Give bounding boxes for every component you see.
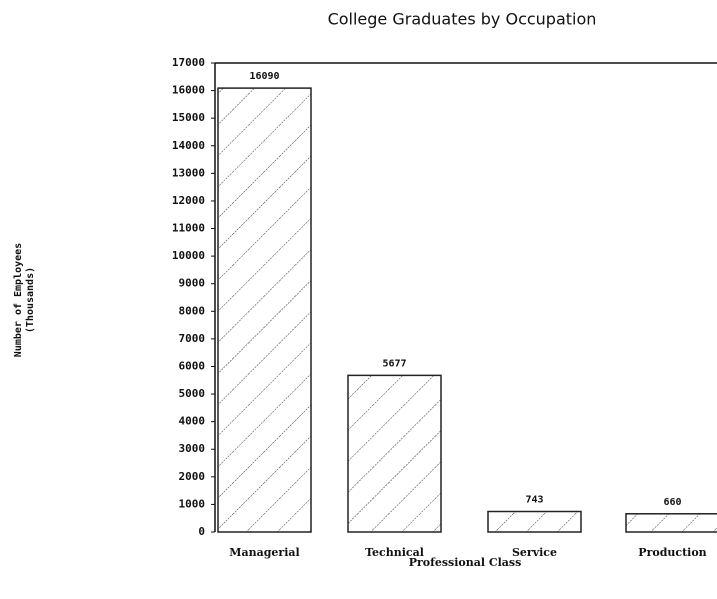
y-tick-label: 13000 (172, 166, 205, 179)
x-tick-label: Technical (365, 546, 424, 559)
y-tick-label: 10000 (172, 249, 205, 262)
y-tick-label: 9000 (179, 277, 206, 290)
y-tick-label: 1000 (179, 497, 206, 510)
chart-title: College Graduates by Occupation (328, 10, 597, 29)
x-tick-label: Production (638, 546, 706, 559)
x-axis-label: Professional Class (409, 556, 522, 569)
bar (625, 513, 717, 533)
y-tick-label: 17000 (172, 56, 205, 69)
y-tick-label: 16000 (172, 84, 205, 97)
y-tick-label: 6000 (179, 359, 206, 372)
x-tick-label: Managerial (229, 546, 299, 559)
y-axis-label: (Thousands) (25, 267, 36, 333)
y-tick-label: 5000 (179, 387, 206, 400)
value-label: 16090 (249, 71, 279, 82)
y-tick-label: 12000 (172, 194, 205, 207)
y-tick-label: 15000 (172, 111, 205, 124)
value-label: 660 (663, 497, 681, 508)
bar (217, 87, 312, 533)
y-tick-label: 0 (198, 525, 205, 538)
y-tick-label: 14000 (172, 139, 205, 152)
y-tick-label: 8000 (179, 304, 206, 317)
y-tick-label: 7000 (179, 332, 206, 345)
x-tick-label: Service (512, 546, 557, 559)
value-label: 5677 (382, 358, 406, 369)
y-axis-label: Number of Employees (13, 243, 24, 357)
bar (487, 510, 582, 533)
y-tick-label: 4000 (179, 415, 206, 428)
bar (347, 374, 442, 533)
y-tick-label: 11000 (172, 222, 205, 235)
value-label: 743 (525, 495, 543, 506)
y-tick-label: 3000 (179, 442, 206, 455)
y-tick-label: 2000 (179, 470, 206, 483)
